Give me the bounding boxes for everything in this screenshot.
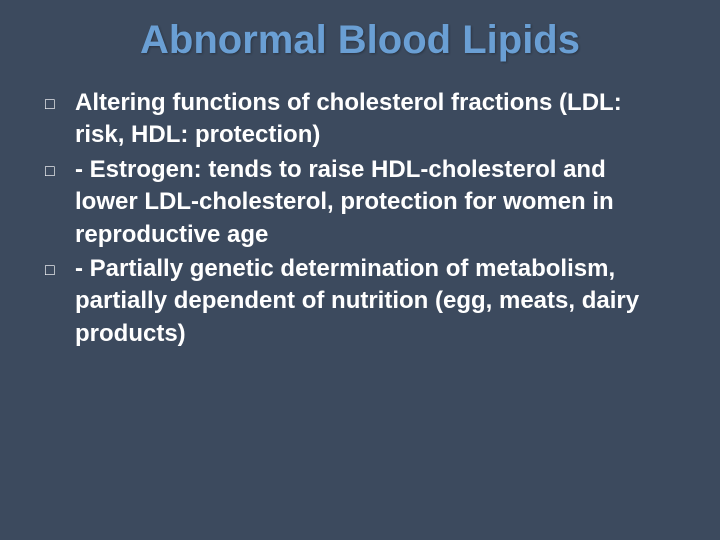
- bullet-marker: □: [45, 253, 75, 287]
- slide-container: Abnormal Blood Lipids □ Altering functio…: [0, 0, 720, 540]
- slide-content: □ Altering functions of cholesterol frac…: [40, 87, 680, 350]
- bullet-item: □ Altering functions of cholesterol frac…: [45, 87, 670, 152]
- slide-title: Abnormal Blood Lipids: [40, 18, 680, 63]
- bullet-text: - Partially genetic determination of met…: [75, 253, 670, 350]
- bullet-item: □ - Estrogen: tends to raise HDL-cholest…: [45, 154, 670, 251]
- bullet-marker: □: [45, 87, 75, 121]
- bullet-text: - Estrogen: tends to raise HDL-cholester…: [75, 154, 670, 251]
- bullet-item: □ - Partially genetic determination of m…: [45, 253, 670, 350]
- bullet-marker: □: [45, 154, 75, 188]
- bullet-text: Altering functions of cholesterol fracti…: [75, 87, 670, 152]
